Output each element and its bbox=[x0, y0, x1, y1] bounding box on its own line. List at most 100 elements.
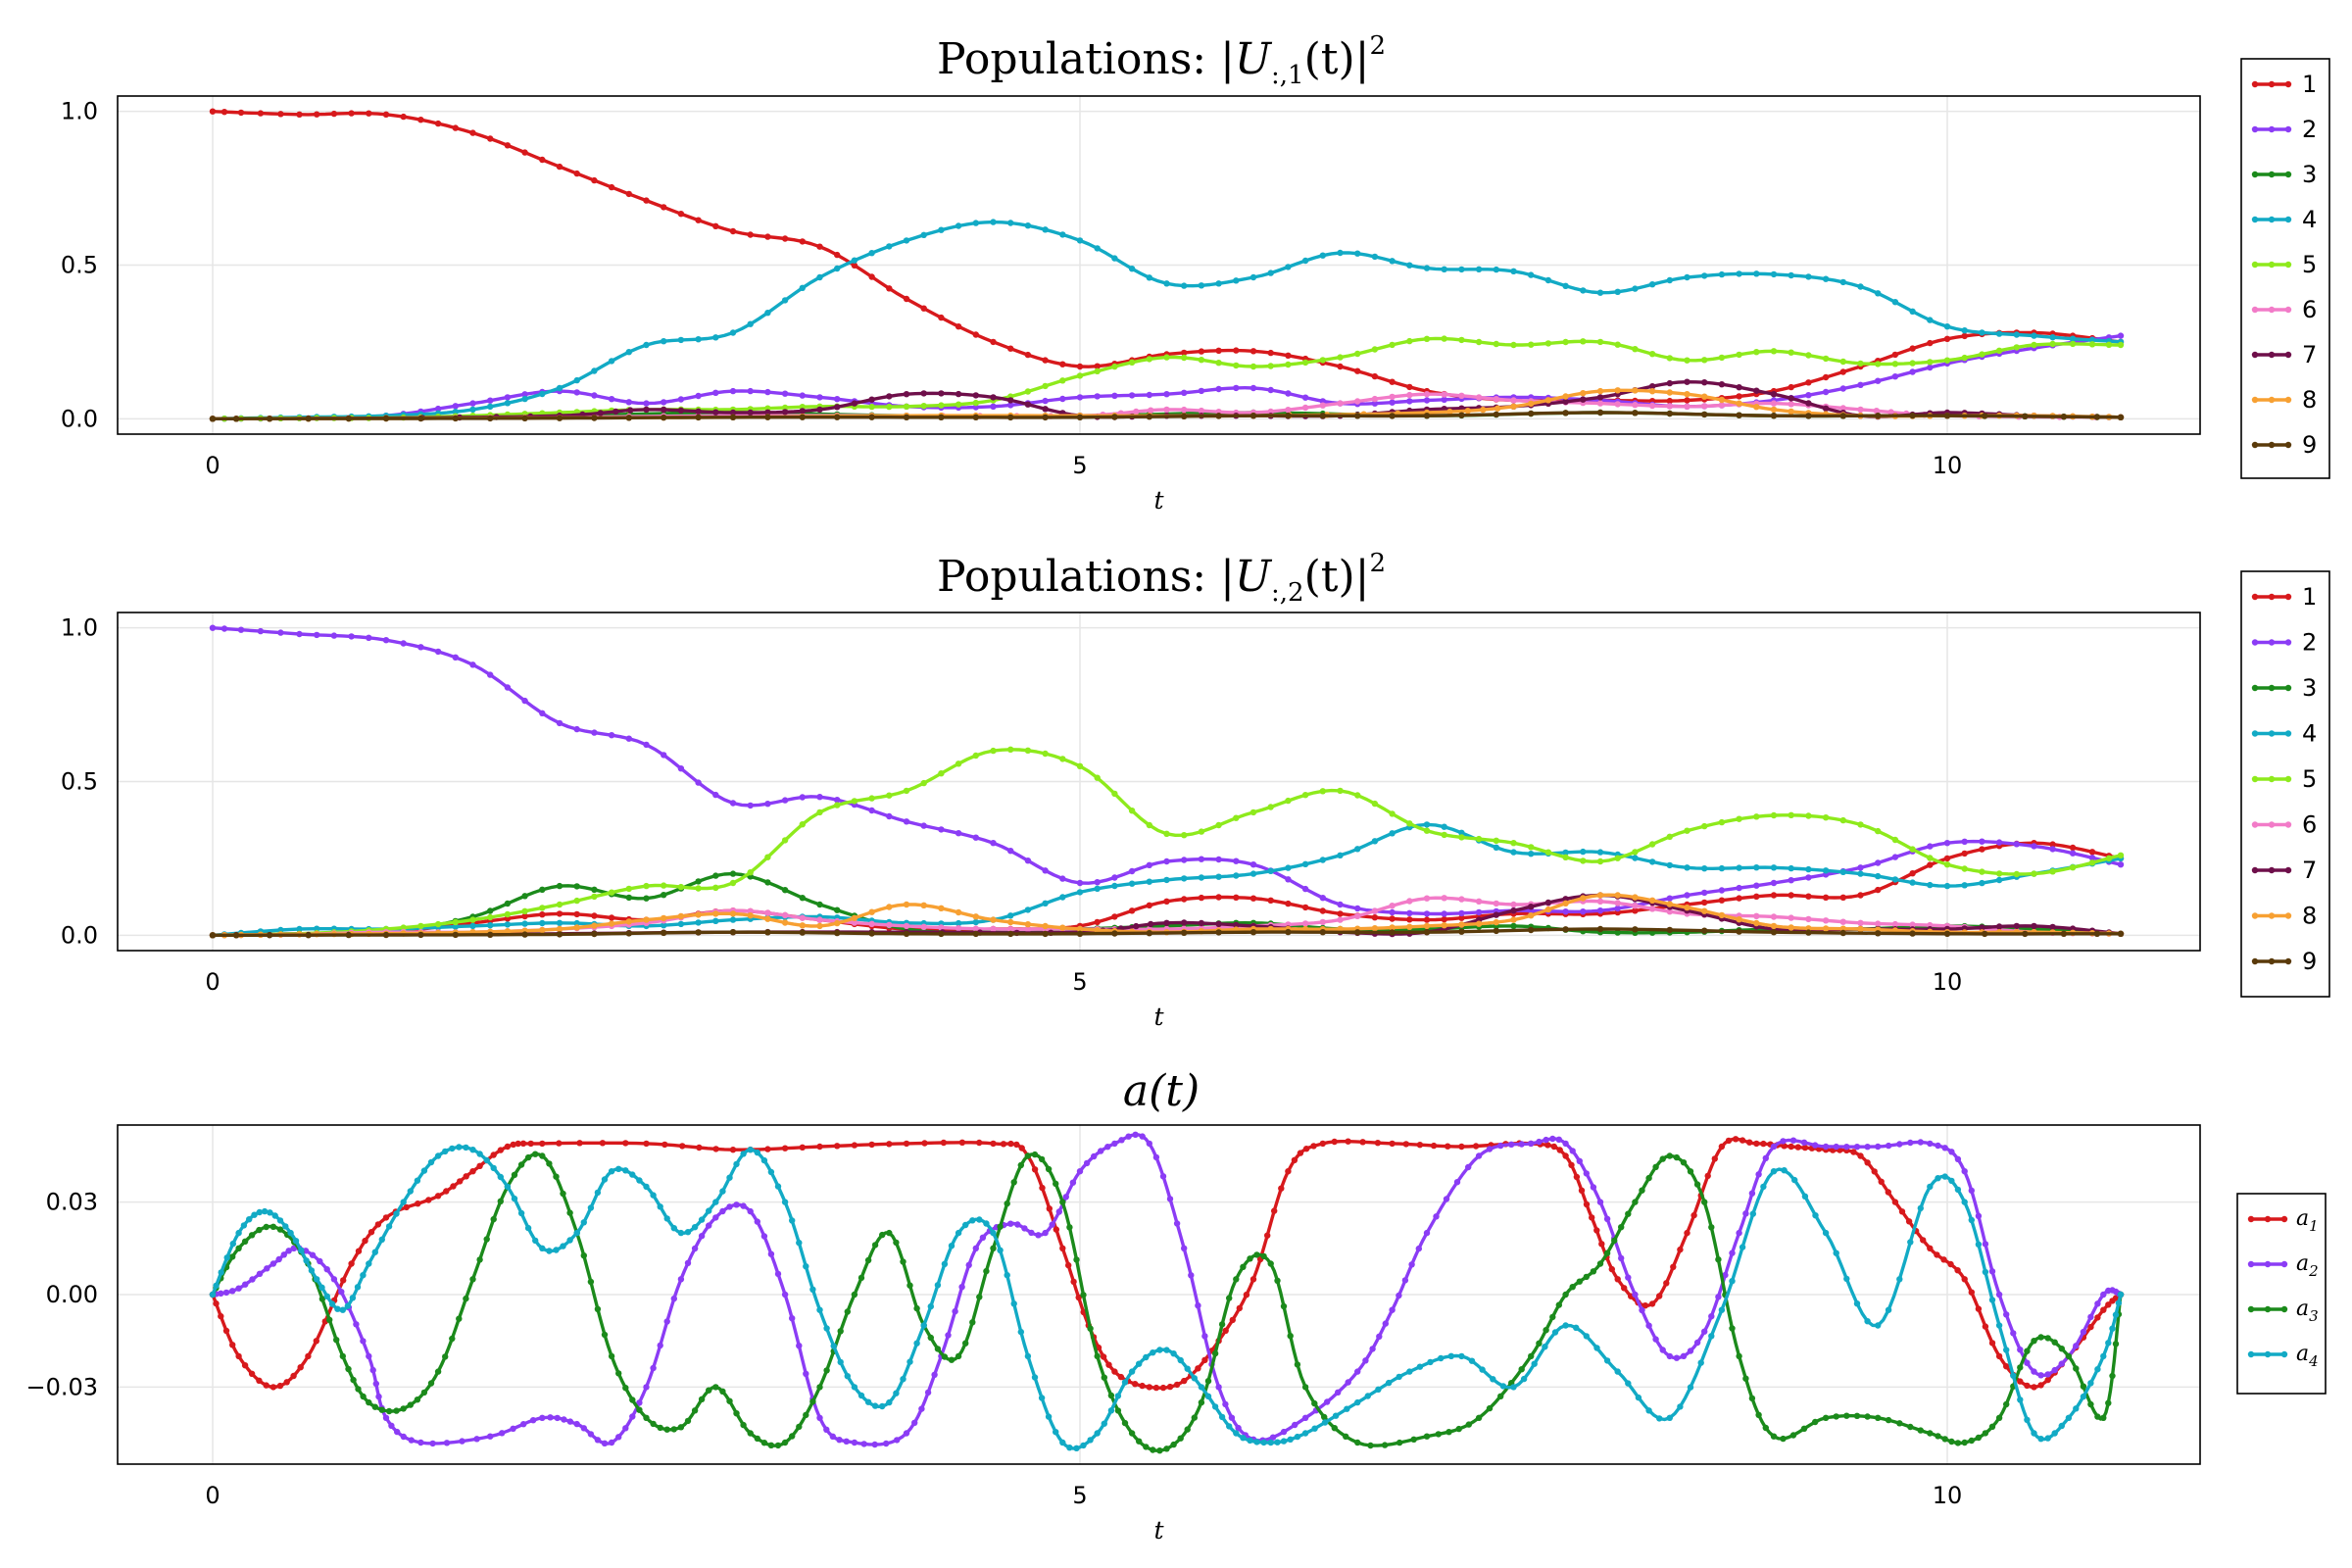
data-point bbox=[427, 1158, 435, 1166]
data-point bbox=[1648, 858, 1656, 865]
data-point bbox=[740, 1202, 747, 1209]
data-point bbox=[712, 1384, 719, 1391]
data-point bbox=[816, 916, 823, 923]
data-point bbox=[1441, 823, 1447, 830]
data-point bbox=[1648, 1300, 1656, 1307]
data-point bbox=[591, 886, 598, 893]
data-point bbox=[1822, 925, 1830, 932]
data-point bbox=[1166, 1196, 1174, 1202]
data-point bbox=[1480, 406, 1487, 414]
legend-label: 3 bbox=[2302, 161, 2317, 188]
data-point bbox=[434, 1193, 442, 1200]
data-point bbox=[851, 1439, 858, 1446]
data-point bbox=[1267, 1439, 1274, 1446]
data-point bbox=[1839, 816, 1847, 824]
data-point bbox=[1458, 829, 1465, 836]
data-point bbox=[1736, 815, 1742, 822]
data-point bbox=[1423, 335, 1431, 342]
data-point bbox=[643, 1414, 650, 1422]
legend-marker bbox=[2251, 957, 2259, 965]
data-point bbox=[1625, 1274, 1632, 1281]
data-point bbox=[1909, 870, 1916, 877]
data-point bbox=[2094, 1366, 2101, 1373]
legend-label: a3 bbox=[2296, 1297, 2319, 1325]
data-point bbox=[712, 334, 719, 341]
data-point bbox=[1010, 1300, 1017, 1307]
data-point bbox=[345, 931, 352, 939]
legend-marker bbox=[2251, 216, 2259, 223]
data-point bbox=[237, 626, 245, 633]
data-point bbox=[1049, 1221, 1055, 1228]
data-point bbox=[1528, 271, 1535, 278]
data-point bbox=[1215, 920, 1222, 927]
data-point bbox=[1146, 1140, 1153, 1148]
data-point bbox=[1943, 930, 1951, 937]
data-point bbox=[1891, 351, 1899, 359]
data-point bbox=[1389, 908, 1396, 916]
data-point bbox=[1875, 872, 1882, 880]
data-point bbox=[1666, 276, 1674, 284]
legend-label: 3 bbox=[2302, 674, 2317, 702]
data-point bbox=[1645, 1174, 1652, 1182]
data-point bbox=[1337, 249, 1344, 257]
data-point bbox=[2105, 1340, 2112, 1347]
data-point bbox=[490, 1152, 497, 1158]
data-point bbox=[1494, 405, 1501, 412]
data-point bbox=[1614, 900, 1621, 906]
series-1-9 bbox=[209, 409, 2125, 422]
data-point bbox=[972, 404, 979, 411]
data-point bbox=[573, 1229, 580, 1237]
data-point bbox=[834, 797, 841, 804]
data-point bbox=[1493, 918, 1500, 926]
data-point bbox=[368, 1229, 375, 1236]
data-point bbox=[1319, 1140, 1327, 1148]
data-point bbox=[354, 1284, 362, 1291]
data-point bbox=[764, 388, 771, 396]
data-point bbox=[622, 1385, 629, 1392]
data-point bbox=[1267, 349, 1274, 357]
data-point bbox=[903, 237, 910, 244]
data-point bbox=[1181, 896, 1188, 903]
legend-marker bbox=[2284, 775, 2292, 783]
data-point bbox=[1907, 1139, 1914, 1147]
data-point bbox=[1389, 258, 1396, 265]
data-point bbox=[283, 1379, 290, 1386]
data-point bbox=[1143, 1444, 1150, 1450]
data-point bbox=[1887, 409, 1894, 416]
data-point bbox=[1146, 930, 1153, 937]
data-point bbox=[539, 886, 546, 893]
data-point bbox=[1656, 1415, 1663, 1422]
data-point bbox=[382, 1214, 390, 1221]
data-point bbox=[223, 1254, 230, 1261]
data-point bbox=[684, 1259, 692, 1267]
data-point bbox=[1128, 867, 1136, 875]
data-point bbox=[851, 400, 858, 407]
data-point bbox=[251, 1211, 258, 1218]
data-point bbox=[1857, 360, 1864, 368]
data-point bbox=[740, 1151, 747, 1157]
data-point bbox=[1066, 1224, 1073, 1231]
data-point bbox=[1718, 818, 1726, 826]
data-point bbox=[1659, 1155, 1666, 1162]
data-point bbox=[1458, 834, 1465, 841]
data-point bbox=[1354, 350, 1361, 358]
data-point bbox=[350, 1376, 357, 1384]
data-point bbox=[684, 1417, 692, 1425]
data-point bbox=[1464, 408, 1472, 415]
data-point bbox=[657, 1424, 663, 1432]
data-point bbox=[1995, 839, 2003, 846]
data-point bbox=[983, 1267, 990, 1275]
data-point bbox=[1128, 266, 1136, 272]
data-point bbox=[1800, 1425, 1808, 1433]
data-point bbox=[1666, 908, 1674, 915]
data-point bbox=[1736, 1229, 1742, 1237]
data-point bbox=[1285, 412, 1292, 419]
data-point bbox=[1596, 387, 1604, 395]
data-point bbox=[1762, 1154, 1770, 1162]
data-point bbox=[1493, 411, 1500, 418]
data-point bbox=[1770, 413, 1778, 419]
series-3-1 bbox=[209, 1136, 2125, 1392]
data-point bbox=[1053, 1429, 1059, 1436]
data-point bbox=[918, 1405, 925, 1412]
data-point bbox=[229, 1288, 236, 1295]
